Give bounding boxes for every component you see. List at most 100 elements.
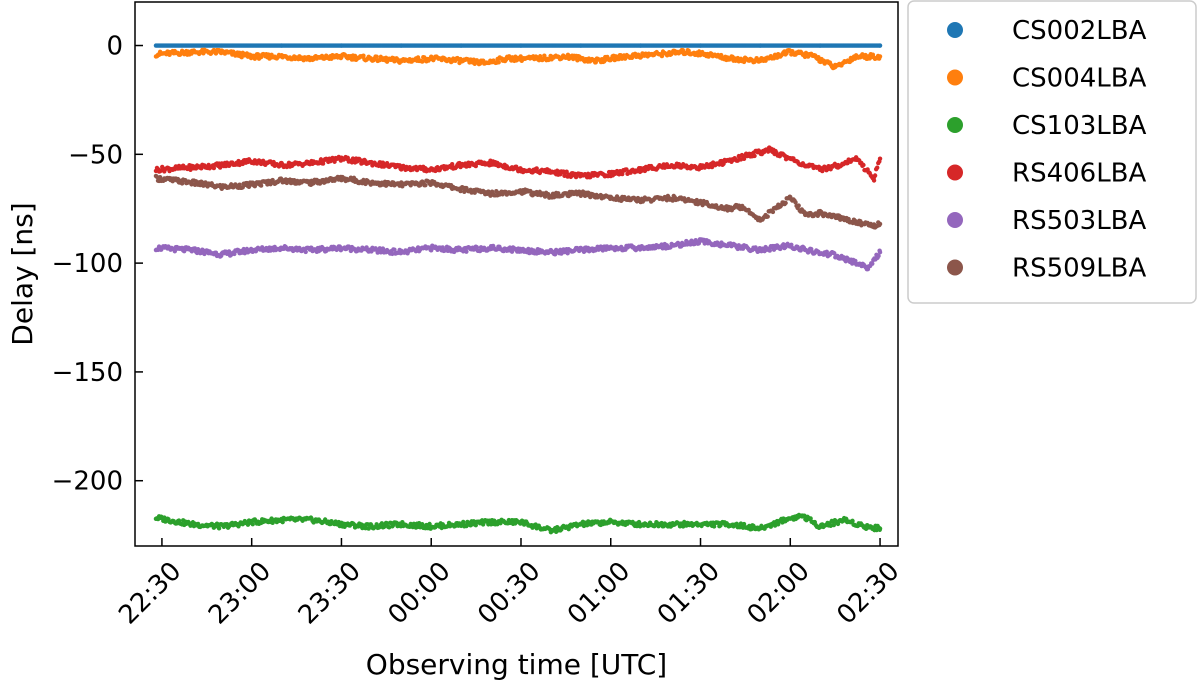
data-point [258,183,264,188]
data-point [429,248,434,253]
series-CS004LBA [153,47,883,71]
legend-box [907,0,1197,304]
data-point [853,258,858,264]
data-point [783,200,788,206]
data-point [711,524,717,529]
data-point [620,171,625,177]
data-point [172,249,177,254]
x-tick-label: 02:30 [831,556,905,630]
data-point [423,183,428,188]
series-RS503LBA [153,237,883,272]
data-point [680,47,686,53]
data-point [392,247,397,252]
x-axis: 22:30 23:00 23:30 00:00 00:30 01:00 01:30 02:00… [113,538,906,630]
data-point [659,53,665,59]
legend-marker [947,259,963,276]
data-point [850,518,855,524]
data-point [808,516,813,521]
y-tick-label: −100 [52,249,123,279]
data-point [374,54,379,59]
data-point [427,521,432,527]
data-point [182,248,187,254]
data-point [366,526,371,531]
legend-label: CS002LBA [1012,16,1147,46]
legend: CS002LBA CS004LBA CS103LBA RS406LBA RS503LBA… [907,0,1197,304]
data-point [877,156,883,161]
data-point [496,60,501,65]
data-point [461,519,466,525]
plot-frame [134,1,899,547]
legend-marker [947,22,963,38]
data-point [280,519,285,525]
data-point [250,521,255,527]
data-point [876,253,881,259]
data-point [741,521,747,527]
x-tick-label: 01:30 [652,556,726,630]
data-point [793,200,798,205]
data-point [877,43,883,48]
data-point [877,526,883,531]
series-CS103LBA [153,512,883,535]
x-tick-label: 00:00 [383,556,457,630]
y-axis: 0 −50 −100 −150 −200 [52,32,143,497]
legend-label: CS004LBA [1012,64,1147,94]
data-point [474,245,480,250]
data-point [361,53,366,58]
data-point [871,178,877,183]
series-CS002LBA [153,43,883,48]
data-point [875,165,880,170]
legend-label: CS103LBA [1012,111,1147,141]
data-point [877,250,883,255]
data-point [741,59,747,65]
data-point [796,203,801,208]
legend-marker [947,164,963,181]
data-point [624,167,629,172]
x-tick-label: 01:00 [562,556,636,630]
y-axis-label: Delay [ns] [6,202,39,345]
data-point [861,162,866,168]
data-point [303,249,308,255]
legend-marker [947,117,963,133]
data-point [480,522,486,527]
data-point [213,51,219,56]
data-point [765,214,770,219]
x-axis-label: Observing time [UTC] [366,648,667,681]
data-point [464,249,469,254]
x-tick-label: 02:00 [742,556,816,630]
x-tick-label: 22:30 [113,556,187,630]
data-point [877,221,883,227]
x-tick-label: 23:00 [203,556,277,630]
data-point [566,526,571,532]
data-point [832,251,837,256]
data-point [877,54,883,59]
x-tick-label: 23:30 [293,556,367,630]
data-point [686,48,691,54]
data-point [232,251,237,257]
legend-label: RS406LBA [1012,159,1147,189]
series-RS509LBA [153,173,883,230]
legend-label: RS503LBA [1012,206,1147,236]
y-tick-label: 0 [106,32,123,62]
data-point [449,162,455,167]
y-tick-label: −200 [52,467,123,497]
data-point [741,156,747,162]
data-point [694,197,699,203]
data-point [377,246,382,251]
data-point [872,173,878,178]
data-point [415,55,421,60]
data-point [746,207,751,213]
data-point [211,165,217,171]
data-point [509,249,515,254]
data-point [770,209,776,215]
legend-marker [947,69,963,86]
y-tick-label: −150 [52,358,123,388]
series-RS406LBA [153,145,883,183]
data-point [593,60,598,65]
legend-label: RS509LBA [1012,254,1147,284]
data-point [216,526,222,531]
data-point [226,249,232,254]
legend-marker [947,212,963,228]
data-point [179,181,185,186]
data-point [824,249,829,255]
